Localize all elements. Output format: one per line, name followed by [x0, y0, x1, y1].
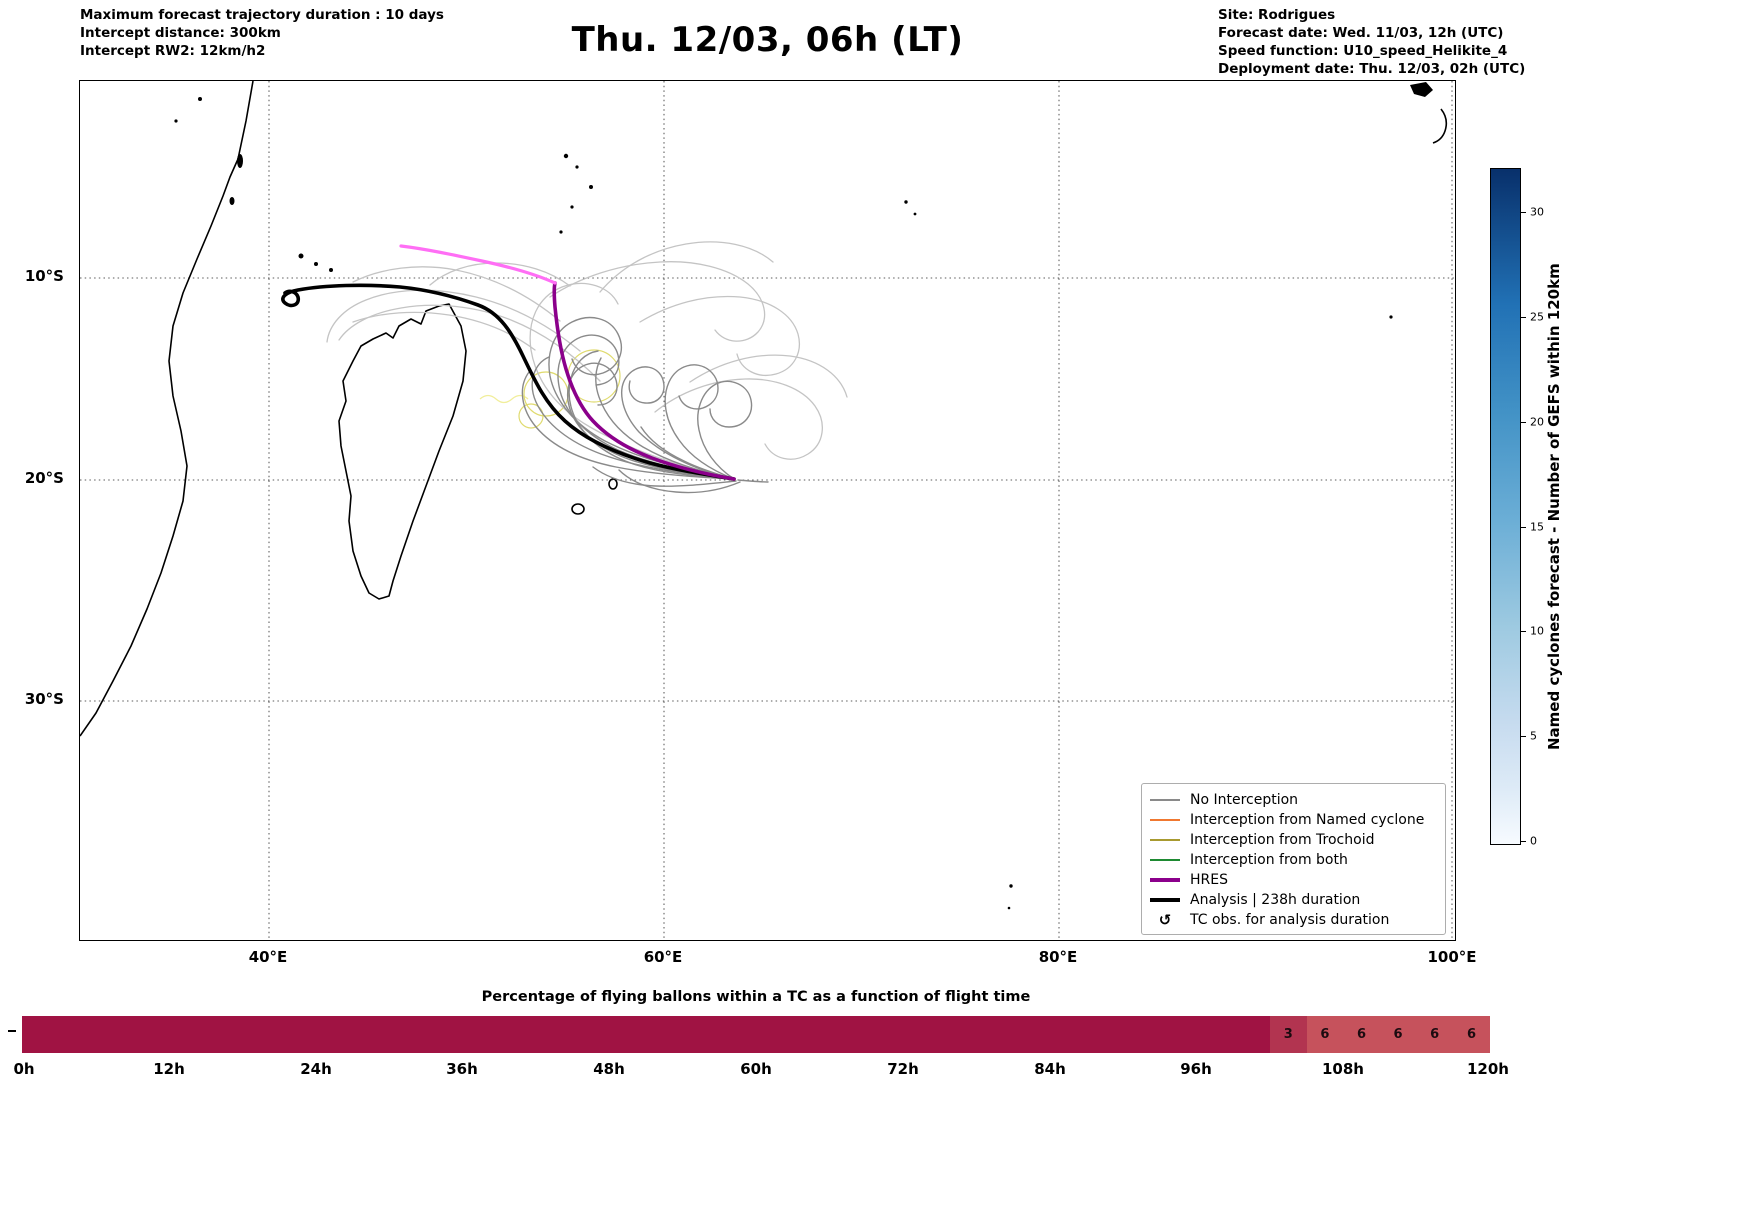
- bottom-tick-120h: 120h: [1467, 1060, 1509, 1078]
- max-duration-text: Maximum forecast trajectory duration : 1…: [80, 7, 444, 23]
- bottom-chart-title: Percentage of flying ballons within a TC…: [481, 989, 1031, 1005]
- speed-function-text: Speed function: U10_speed_Helikite_4: [1218, 43, 1508, 59]
- bottom-tick-84h: 84h: [1034, 1060, 1066, 1078]
- topright-islet-arc: [1432, 108, 1448, 144]
- no-interception-line-swatch: [1150, 798, 1180, 801]
- colorbar-tick-label: 25: [1530, 310, 1544, 324]
- bottom-tick-24h: 24h: [300, 1060, 332, 1078]
- legend-label: Interception from both: [1190, 851, 1348, 868]
- both-line-swatch: [1150, 858, 1180, 861]
- legend-item-tc-obs: ↺ TC obs. for analysis duration: [1150, 911, 1439, 930]
- bottom-tick-12h: 12h: [153, 1060, 185, 1078]
- mauritius-island: [608, 478, 618, 490]
- legend-label: TC obs. for analysis duration: [1190, 912, 1390, 929]
- colorbar-tick: [1521, 631, 1526, 632]
- colorbar-tick: [1521, 736, 1526, 737]
- flight-bar-segment: 6: [1452, 1016, 1490, 1053]
- colorbar-title: Named cyclones forecast - Number of GEFS…: [1545, 263, 1563, 750]
- gridlines: [80, 81, 1454, 939]
- flight-bar-segment: 6: [1416, 1016, 1453, 1053]
- legend-item-named-cyclone: Interception from Named cyclone: [1150, 810, 1439, 829]
- small-islands: [174, 82, 1433, 910]
- trochoid-line-swatch: [1150, 838, 1180, 841]
- flight-bar-segment: 3: [1270, 1016, 1307, 1053]
- figure-title: Thu. 12/03, 06h (LT): [571, 20, 964, 60]
- map-legend: No Interception Interception from Named …: [1141, 783, 1446, 935]
- legend-label: Interception from Named cyclone: [1190, 811, 1425, 828]
- colorbar-tick-label: 0: [1530, 834, 1537, 848]
- legend-item-hres: HRES: [1150, 871, 1439, 890]
- colorbar-tick: [1521, 212, 1526, 213]
- bottom-tick-36h: 36h: [446, 1060, 478, 1078]
- colorbar-tick-label: 30: [1530, 205, 1544, 219]
- coastlines: [80, 81, 1448, 737]
- ensemble-trajectories-light: [326, 241, 848, 480]
- analysis-trajectory: [281, 283, 736, 481]
- x-tick-40E: 40°E: [248, 948, 288, 966]
- named-cyclone-line-swatch: [1150, 818, 1180, 821]
- map-canvas: [80, 81, 1454, 939]
- x-tick-100E: 100°E: [1427, 948, 1477, 966]
- header-left: Maximum forecast trajectory duration : 1…: [80, 6, 444, 60]
- bottom-tick-60h: 60h: [740, 1060, 772, 1078]
- colorbar-tick: [1521, 317, 1526, 318]
- colorbar-tick-label: 10: [1530, 624, 1544, 638]
- legend-label: No Interception: [1190, 791, 1299, 808]
- flight-bar-segment: 6: [1379, 1016, 1417, 1053]
- colorbar-tick-label: 15: [1530, 520, 1544, 534]
- colorbar-tick: [1521, 422, 1526, 423]
- intercept-distance-text: Intercept distance: 300km: [80, 25, 281, 41]
- header-right: Site: Rodrigues Forecast date: Wed. 11/0…: [1218, 6, 1525, 78]
- bottom-chart-y-tick: [8, 1030, 16, 1032]
- legend-item-trochoid: Interception from Trochoid: [1150, 830, 1439, 849]
- bottom-tick-0h: 0h: [13, 1060, 35, 1078]
- colorbar: [1490, 168, 1521, 845]
- legend-item-analysis: Analysis | 238h duration: [1150, 891, 1439, 910]
- bottom-tick-96h: 96h: [1180, 1060, 1212, 1078]
- intercept-rw2-text: Intercept RW2: 12km/h2: [80, 43, 266, 59]
- legend-item-both: Interception from both: [1150, 850, 1439, 869]
- y-tick-20S: 20°S: [24, 469, 64, 487]
- tc-obs-icon: ↺: [1158, 910, 1172, 929]
- map-axes: No Interception Interception from Named …: [79, 80, 1456, 941]
- flight-bar-segment: 6: [1306, 1016, 1344, 1053]
- hres-extension-trajectory: [399, 244, 557, 285]
- africa-coastline: [80, 81, 254, 737]
- y-tick-30S: 30°S: [24, 690, 64, 708]
- deployment-date-text: Deployment date: Thu. 12/03, 02h (UTC): [1218, 61, 1526, 77]
- legend-item-no-interception: No Interception: [1150, 790, 1439, 809]
- analysis-line-swatch: [1150, 898, 1180, 903]
- flight-bar-segment: 6: [1343, 1016, 1380, 1053]
- colorbar-tick-label: 20: [1530, 415, 1544, 429]
- flight-bar-base: [22, 1016, 1270, 1053]
- x-tick-60E: 60°E: [643, 948, 683, 966]
- reunion-island: [571, 503, 585, 515]
- colorbar-tick: [1521, 841, 1526, 842]
- colorbar-tick-label: 5: [1530, 729, 1537, 743]
- legend-label: HRES: [1190, 872, 1228, 889]
- madagascar-coastline: [338, 303, 467, 600]
- site-text: Site: Rodrigues: [1218, 7, 1336, 23]
- legend-label: Interception from Trochoid: [1190, 831, 1375, 848]
- hres-line-swatch: [1150, 878, 1180, 883]
- forecast-date-text: Forecast date: Wed. 11/03, 12h (UTC): [1218, 25, 1504, 41]
- colorbar-tick: [1521, 527, 1526, 528]
- y-tick-10S: 10°S: [24, 267, 64, 285]
- x-tick-80E: 80°E: [1038, 948, 1078, 966]
- hres-trajectory: [552, 281, 736, 481]
- bottom-tick-72h: 72h: [887, 1060, 919, 1078]
- bottom-tick-48h: 48h: [593, 1060, 625, 1078]
- flight-time-bar: 3 6 6 6 6 6: [22, 1016, 1490, 1053]
- bottom-tick-108h: 108h: [1322, 1060, 1364, 1078]
- legend-label: Analysis | 238h duration: [1190, 892, 1361, 909]
